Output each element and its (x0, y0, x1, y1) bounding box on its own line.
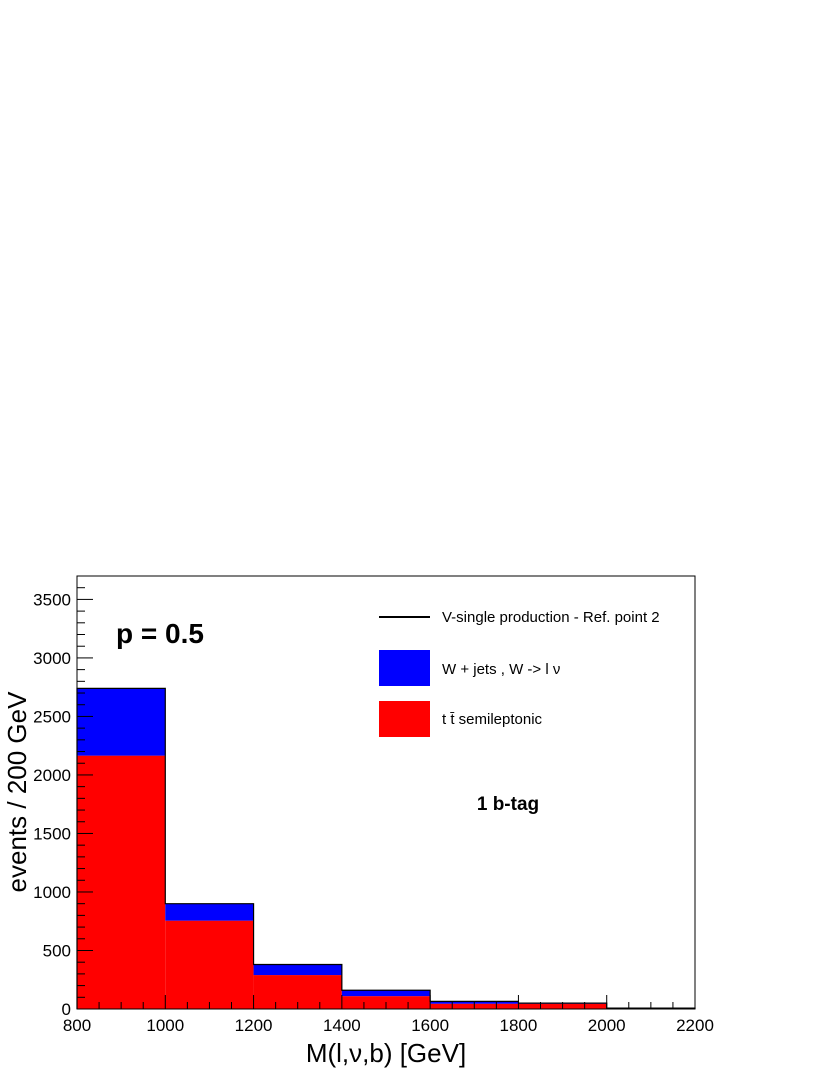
bar-ttbar-bin-0 (77, 755, 166, 1009)
bar-wjets-bin-2 (253, 964, 342, 976)
x-tick-label-800: 800 (63, 1016, 91, 1035)
x-tick-label-1200: 1200 (235, 1016, 273, 1035)
y-tick-label-1500: 1500 (33, 824, 71, 843)
y-tick-label-3000: 3000 (33, 649, 71, 668)
y-tick-label-2500: 2500 (33, 707, 71, 726)
y-tick-label-2000: 2000 (33, 766, 71, 785)
legend-label-ttbar: t t̄ semileptonic (442, 711, 543, 728)
annotation-p-value: p = 0.5 (116, 618, 204, 649)
bar-ttbar-bin-1 (165, 920, 254, 1009)
legend-label-signal: V-single production - Ref. point 2 (442, 609, 660, 626)
y-tick-label-3500: 3500 (33, 590, 71, 609)
bar-wjets-bin-0 (77, 688, 166, 756)
x-axis-label: M(l,ν,b) [GeV] (306, 1038, 466, 1068)
y-tick-label-0: 0 (62, 1000, 71, 1019)
annotation-btag: 1 b-tag (477, 794, 539, 815)
x-tick-label-1800: 1800 (500, 1016, 538, 1035)
legend-label-wjets: W + jets , W -> l ν (442, 661, 560, 678)
y-tick-label-500: 500 (43, 941, 71, 960)
x-tick-label-1000: 1000 (146, 1016, 184, 1035)
y-tick-label-1000: 1000 (33, 883, 71, 902)
x-tick-label-2200: 2200 (676, 1016, 714, 1035)
x-tick-label-1400: 1400 (323, 1016, 361, 1035)
legend-swatch-wjets (379, 650, 430, 686)
bar-wjets-bin-3 (341, 990, 431, 997)
legend: V-single production - Ref. point 2 W + j… (379, 609, 660, 737)
legend-swatch-ttbar (379, 701, 430, 737)
bar-wjets-bin-1 (165, 903, 254, 921)
x-tick-label-2000: 2000 (588, 1016, 626, 1035)
x-tick-label-1600: 1600 (411, 1016, 449, 1035)
axes: 800 1000 1200 1400 1600 1800 2000 2200 0 500 1000 1… (33, 575, 714, 1035)
y-axis-label: events / 200 GeV (2, 691, 32, 893)
